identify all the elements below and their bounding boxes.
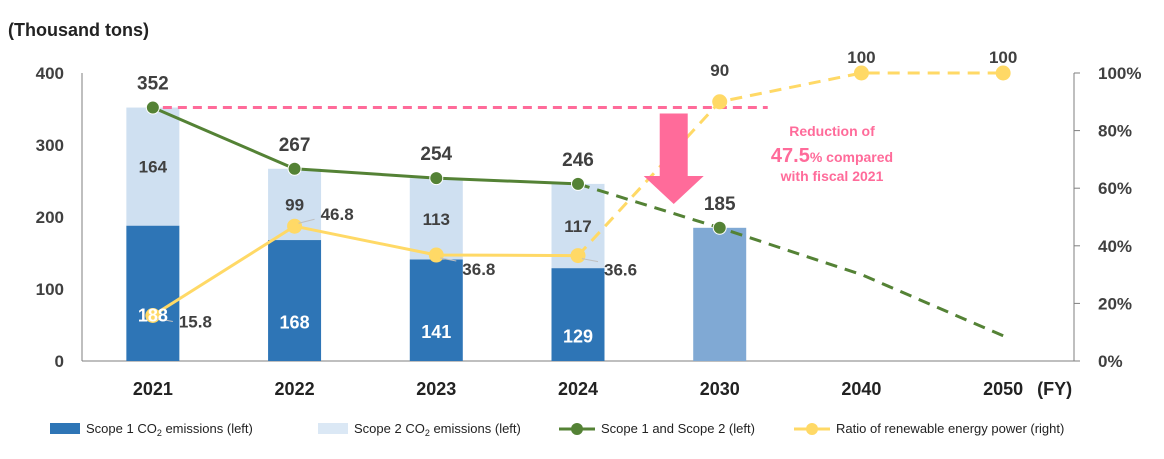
right-tick-label: 100% <box>1098 64 1141 83</box>
scope2-value-label: 99 <box>285 195 304 214</box>
x-tick-label: 2040 <box>841 379 881 399</box>
x-unit-label: (FY) <box>1037 379 1072 399</box>
x-tick-label: 2024 <box>558 379 598 399</box>
legend-swatch <box>318 423 348 434</box>
scope1-value-label: 168 <box>280 313 310 333</box>
annotation-percent-value: 47.5 <box>771 145 810 167</box>
left-tick-label: 200 <box>36 208 64 227</box>
scope1-2-total-dashed-line <box>577 182 1004 338</box>
scope2-value-label: 164 <box>139 158 168 177</box>
renewable-ratio-point <box>853 65 869 81</box>
right-tick-label: 80% <box>1098 122 1132 141</box>
ratio-leader-line <box>156 318 173 322</box>
right-tick-label: 20% <box>1098 294 1132 313</box>
legend-label: Scope 1 and Scope 2 (left) <box>601 421 755 436</box>
x-tick-label: 2050 <box>983 379 1023 399</box>
legend-label: Scope 2 CO2 emissions (left) <box>354 421 521 438</box>
scope1-bar <box>551 268 605 361</box>
legend-marker <box>571 423 583 435</box>
x-tick-label: 2021 <box>133 379 173 399</box>
left-tick-label: 300 <box>36 136 64 155</box>
scope1-2-total-label: 352 <box>137 74 169 95</box>
scope2-bar <box>126 107 180 226</box>
scope1-value-label: 141 <box>421 322 451 342</box>
renewable-ratio-label: 15.8 <box>179 312 212 331</box>
renewable-ratio-label: 90 <box>710 61 729 80</box>
scope1-value-label: 129 <box>563 327 593 347</box>
scope1-2-total-solid-line <box>152 106 579 186</box>
target-2030-bar <box>693 227 747 361</box>
right-tick-label: 0% <box>1098 352 1123 371</box>
scope1-2-total-label: 254 <box>420 144 452 165</box>
legend-marker <box>806 423 818 435</box>
renewable-ratio-label: 100 <box>989 48 1017 67</box>
x-tick-label: 2022 <box>275 379 315 399</box>
scope1-bar <box>409 259 463 361</box>
left-tick-label: 100 <box>36 280 64 299</box>
reduction-arrow <box>643 113 704 204</box>
right-tick-label: 60% <box>1098 179 1132 198</box>
scope1-2-total-point <box>712 220 727 235</box>
annotation-line1: Reduction of <box>789 123 875 139</box>
left-tick-label: 400 <box>36 64 64 83</box>
scope1-value-label: 188 <box>138 305 168 325</box>
renewable-ratio-point <box>995 65 1011 81</box>
x-tick-label: 2030 <box>700 379 740 399</box>
renewable-ratio-point <box>570 248 586 264</box>
renewable-ratio-point <box>287 218 303 234</box>
renewable-ratio-point <box>712 94 728 110</box>
ratio-leader-line <box>440 257 457 262</box>
scope1-2-total-point <box>145 100 160 115</box>
legend-swatch <box>50 423 80 434</box>
scope1-2-total-label: 185 <box>704 194 736 215</box>
legend-label: Scope 1 CO2 emissions (left) <box>86 421 253 438</box>
right-tick-label: 40% <box>1098 237 1132 256</box>
renewable-ratio-point <box>145 307 161 323</box>
scope2-bar <box>409 178 463 260</box>
left-tick-label: 0 <box>55 352 64 371</box>
scope1-2-total-label: 246 <box>562 150 594 171</box>
scope1-2-total-point <box>429 171 444 186</box>
annotation-line3: with fiscal 2021 <box>780 168 884 184</box>
scope1-bar <box>268 240 322 361</box>
renewable-ratio-point <box>428 247 444 263</box>
ratio-leader-line <box>298 218 315 224</box>
scope2-value-label: 113 <box>423 210 450 229</box>
scope1-bar <box>126 225 180 361</box>
scope1-2-total-label: 267 <box>279 135 311 156</box>
x-tick-label: 2023 <box>416 379 456 399</box>
annotation-line2: 47.5% compared <box>771 145 893 167</box>
ratio-leader-line <box>581 258 599 263</box>
scope1-2-total-point <box>287 161 302 176</box>
annotation-compared-text: % compared <box>810 149 893 165</box>
renewable-ratio-label: 100 <box>847 48 875 67</box>
scope2-value-label: 117 <box>564 217 591 236</box>
renewable-ratio-label: 36.6 <box>604 261 637 280</box>
unit-label: (Thousand tons) <box>8 20 149 40</box>
renewable-ratio-label: 46.8 <box>321 205 354 224</box>
legend-label: Ratio of renewable energy power (right) <box>836 421 1064 436</box>
renewable-ratio-solid-line <box>152 224 579 317</box>
scope1-2-total-point <box>571 176 585 191</box>
renewable-ratio-label: 36.8 <box>462 260 495 279</box>
